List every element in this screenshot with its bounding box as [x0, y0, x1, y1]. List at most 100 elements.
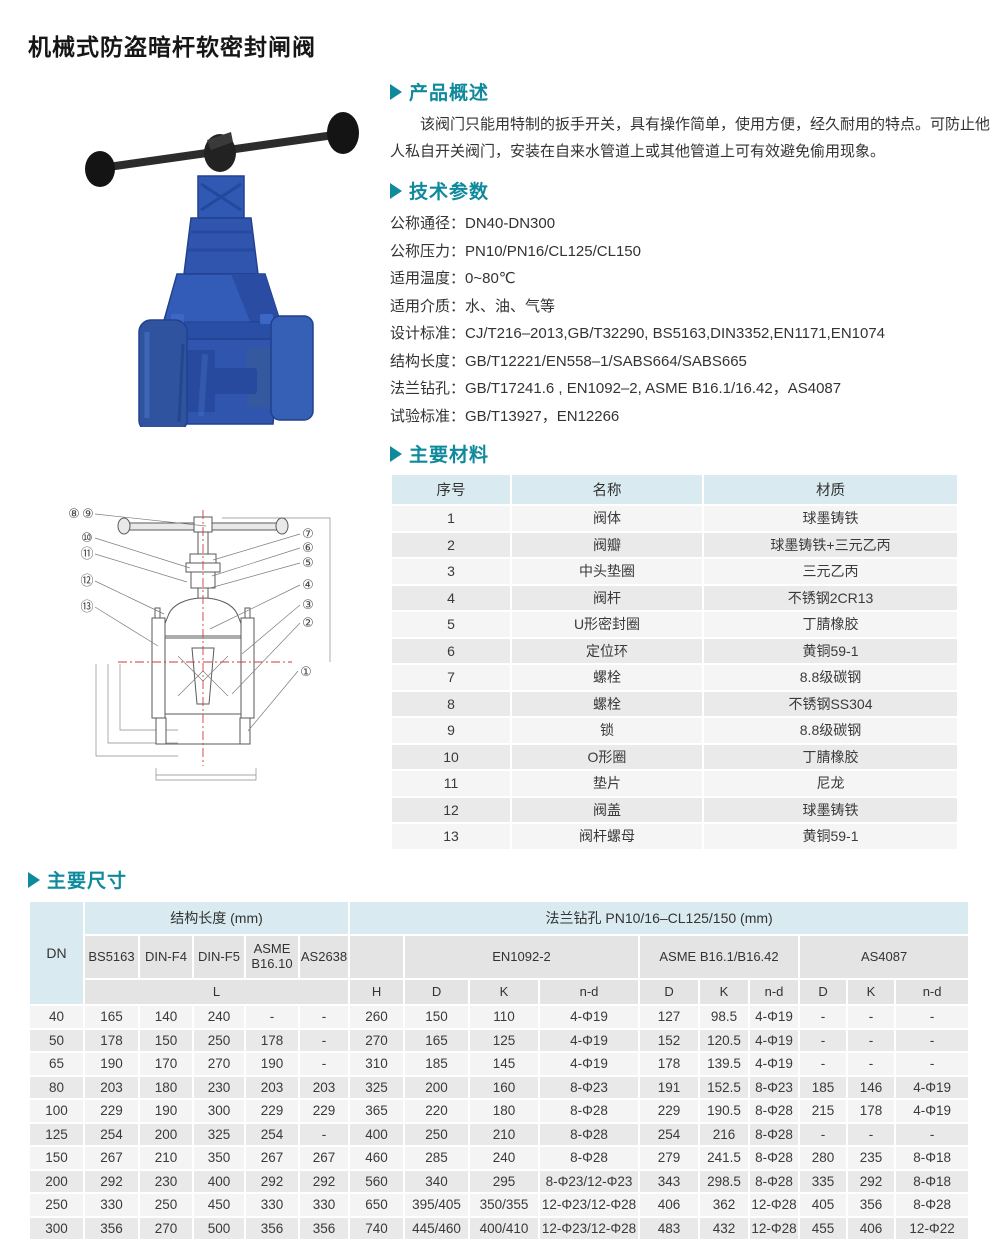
callout-13: ⑬ — [80, 599, 93, 614]
dimension-row: 150 267 210 350 267 267 460 285 240 8-Φ28 279 241.5… — [28, 1145, 971, 1171]
dimension-cell: 295 — [468, 1168, 541, 1194]
dimension-cell: 191 — [638, 1074, 701, 1100]
dimension-cell: 250 — [192, 1027, 246, 1053]
material-cell: 3 — [390, 557, 512, 586]
callout-9: ⑨ — [82, 506, 94, 521]
dimension-cell: - — [798, 1121, 849, 1147]
dimension-cell: 254 — [244, 1121, 300, 1147]
tech-param-line: 适用温度：0~80℃ — [390, 265, 990, 293]
material-cell: 尼龙 — [702, 769, 959, 798]
dimension-cell: 125 — [468, 1027, 541, 1053]
dimension-cell: 8-Φ23 — [538, 1074, 641, 1100]
dimension-cell: 292 — [297, 1168, 351, 1194]
dimension-cell: 4-Φ19 — [894, 1074, 971, 1100]
dimension-cell: 210 — [138, 1145, 194, 1171]
section-arrow-icon — [390, 83, 402, 100]
dimension-cell: 178 — [244, 1027, 300, 1053]
tech-param-line: 公称压力：PN10/PN16/CL125/CL150 — [390, 238, 990, 266]
dim-sub-header: K — [846, 978, 897, 1006]
dims-body: 40 165 140 240- -260 150 110 4-Φ19 127 98.5 4-Φ19-… — [28, 1004, 971, 1241]
valve-body — [138, 315, 314, 427]
dimension-cell: 450 — [192, 1192, 246, 1218]
material-cell: 13 — [390, 822, 512, 851]
dimension-cell: 139.5 — [698, 1051, 751, 1077]
flange-standard-header: EN1092-2 — [403, 934, 641, 980]
dimension-cell: 310 — [348, 1051, 406, 1077]
dimension-cell: 80 — [28, 1074, 85, 1100]
callout-7: ⑦ — [302, 526, 314, 541]
dimension-cell: 483 — [638, 1215, 701, 1241]
dimension-cell: 8-Φ18 — [894, 1168, 971, 1194]
dim-sub-header: n-d — [748, 978, 801, 1006]
dimension-cell: 229 — [83, 1098, 140, 1124]
material-cell: 2 — [390, 530, 512, 559]
tech-param-value: CJ/T216–2013,GB/T32290, BS5163,DIN3352,E… — [465, 325, 886, 342]
dimension-cell: 400 — [192, 1168, 246, 1194]
dimension-cell: 560 — [348, 1168, 406, 1194]
dimension-cell: 8-Φ28 — [538, 1145, 641, 1171]
dimension-row: 250 330 250 450 330 330 650 395/405 350/355 12-Φ2… — [28, 1192, 971, 1218]
material-cell: 11 — [390, 769, 512, 798]
dimension-cell: 165 — [83, 1004, 140, 1030]
dimension-cell: 280 — [798, 1145, 849, 1171]
dimension-cell: 267 — [83, 1145, 140, 1171]
dimension-cell: 203 — [297, 1074, 351, 1100]
tech-heading-label: 技术参数 — [409, 182, 490, 203]
dimension-row: 65 190 170 270 190-310 185 145 4-Φ19 178 139.5 4-Φ… — [28, 1051, 971, 1077]
tech-param-line: 试验标准：GB/T13927，EN12266 — [390, 403, 990, 431]
material-row: 8 螺栓 不锈钢SS304 — [390, 689, 959, 718]
tech-param-value: 0~80℃ — [465, 270, 516, 287]
dimension-cell: 250 — [403, 1121, 471, 1147]
tech-param-label: 结构长度： — [390, 352, 466, 370]
dimension-cell: 180 — [468, 1098, 541, 1124]
material-cell: 球墨铸铁 — [702, 795, 959, 824]
dimension-cell: 200 — [138, 1121, 194, 1147]
material-cell: 1 — [390, 504, 512, 533]
dimension-cell: 267 — [244, 1145, 300, 1171]
dimension-cell: 325 — [192, 1121, 246, 1147]
dimension-cell: 4-Φ19 — [538, 1051, 641, 1077]
structure-col-header: AS2638 — [297, 934, 351, 980]
dimension-cell: 335 — [798, 1168, 849, 1194]
dimension-cell: 12-Φ22 — [894, 1215, 971, 1241]
valve-photo-illustration — [85, 112, 359, 427]
material-cell: 6 — [390, 636, 512, 665]
dimension-cell: 650 — [348, 1192, 406, 1218]
dimension-cell: 200 — [403, 1074, 471, 1100]
tech-param-value: 水、油、气等 — [465, 297, 556, 315]
dimension-cell: 356 — [244, 1215, 300, 1241]
dimension-cell: 254 — [638, 1121, 701, 1147]
overview-paragraph: 该阀门只能用特制的扳手开关，具有操作简单，使用方便，经久耐用的特点。可防止他人私… — [390, 116, 991, 160]
material-row: 13 阀杆螺母 黄铜59-1 — [390, 822, 959, 851]
dimension-cell: 229 — [638, 1098, 701, 1124]
dimension-cell: 190 — [83, 1051, 140, 1077]
callout-3: ③ — [302, 597, 314, 612]
dimension-cell: 356 — [83, 1215, 140, 1241]
material-cell: 12 — [390, 795, 512, 824]
dim-sub-header: D — [798, 978, 849, 1006]
valve-drawing: ⑧ ⑨ ⑩ ⑪ ⑫ ⑬ ⑦ ⑥ ⑤ ④ ③ ② ① — [68, 506, 331, 781]
dimension-cell: - — [894, 1051, 971, 1077]
callout-1: ① — [300, 664, 312, 679]
material-cell: 阀体 — [510, 504, 704, 533]
structure-length-group-header: 结构长度 (mm) — [82, 900, 351, 936]
dimension-row: 80 203 180 230 203 203 325 200 160 8-Φ23 191 152.5 8… — [28, 1074, 971, 1100]
dimension-cell: 216 — [698, 1121, 751, 1147]
tech-param-label: 公称压力： — [390, 242, 466, 260]
material-cell: U形密封圈 — [510, 610, 704, 639]
dimension-cell: 340 — [403, 1168, 471, 1194]
dimension-cell: 260 — [348, 1004, 406, 1030]
dimension-cell: 210 — [468, 1121, 541, 1147]
material-cell: 4 — [390, 583, 512, 612]
callout-6: ⑥ — [302, 540, 314, 555]
material-row: 1 阀体 球墨铸铁 — [390, 504, 959, 533]
dimension-cell: 400/410 — [468, 1215, 541, 1241]
flange-standard-header: AS4087 — [798, 934, 971, 980]
dimension-cell: 145 — [468, 1051, 541, 1077]
dimension-cell: 455 — [798, 1215, 849, 1241]
dimension-cell: - — [297, 1051, 351, 1077]
dimension-cell: 8-Φ18 — [894, 1145, 971, 1171]
material-cell: 螺栓 — [510, 663, 704, 692]
dimension-cell: 203 — [83, 1074, 140, 1100]
